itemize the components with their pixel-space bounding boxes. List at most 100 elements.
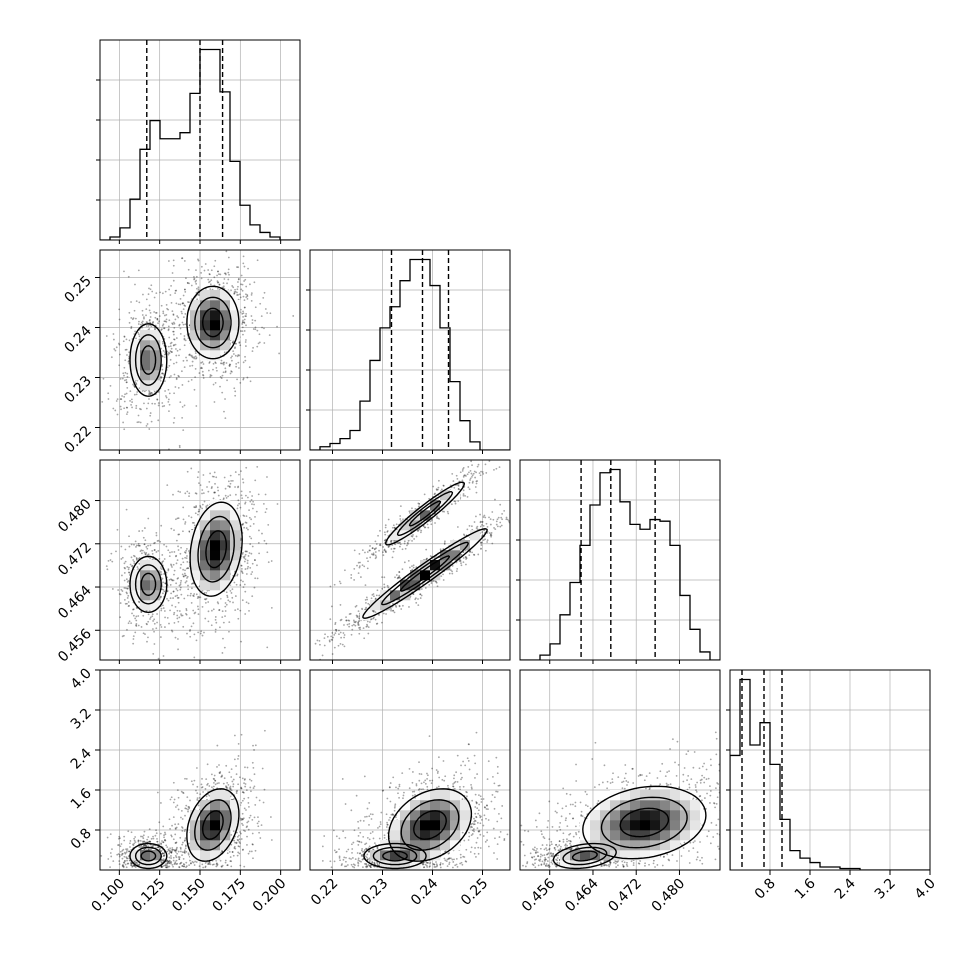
scatter-point	[351, 624, 354, 627]
scatter-point	[249, 491, 251, 493]
scatter-point	[218, 283, 221, 286]
scatter-point	[217, 270, 219, 273]
scatter-point	[119, 398, 122, 400]
scatter-point	[144, 553, 147, 556]
scatter-point	[187, 588, 190, 591]
scatter-point	[117, 853, 120, 855]
scatter-point	[214, 779, 216, 782]
scatter-point	[166, 862, 169, 865]
scatter-point	[408, 606, 410, 608]
scatter-point	[418, 503, 421, 505]
scatter-point	[141, 323, 144, 325]
scatter-point	[188, 530, 191, 533]
contour-0-1	[134, 334, 162, 386]
scatter-point	[189, 365, 191, 367]
scatter-point	[460, 553, 463, 556]
scatter-point	[270, 560, 273, 562]
scatter-point	[162, 581, 164, 584]
scatter-point	[160, 861, 163, 863]
scatter-point	[208, 362, 211, 364]
scatter-point	[179, 567, 182, 569]
scatter-point	[245, 312, 248, 315]
scatter-point	[173, 849, 176, 852]
scatter-point	[130, 861, 132, 864]
scatter-point	[127, 585, 130, 587]
scatter-point	[261, 326, 263, 329]
scatter-point	[354, 621, 357, 624]
scatter-point	[135, 625, 138, 627]
scatter-point	[241, 571, 243, 573]
density-cell	[200, 350, 211, 361]
scatter-point	[244, 355, 246, 358]
scatter-point	[168, 851, 171, 853]
scatter-point	[124, 548, 127, 551]
scatter-point	[227, 268, 230, 271]
scatter-point	[233, 839, 236, 842]
scatter-point	[250, 537, 253, 540]
scatter-point	[149, 544, 152, 547]
scatter-point	[395, 606, 398, 608]
scatter-point	[111, 848, 113, 851]
density-cell	[210, 530, 221, 541]
density-cell	[220, 330, 231, 341]
scatter-point	[163, 543, 165, 546]
scatter-point	[162, 592, 164, 595]
scatter-point	[161, 372, 163, 375]
scatter-point	[204, 617, 207, 620]
density-cell	[230, 820, 241, 831]
scatter-point	[122, 372, 125, 375]
scatter-point	[180, 370, 183, 373]
scatter-point	[162, 372, 165, 375]
scatter-point	[241, 791, 244, 794]
scatter-point	[137, 839, 140, 842]
scatter-point	[190, 378, 193, 381]
scatter-point	[162, 865, 165, 867]
scatter-point	[124, 393, 126, 396]
scatter-point	[392, 609, 395, 612]
scatter-point	[216, 782, 219, 785]
scatter-point	[236, 355, 239, 358]
scatter-point	[186, 632, 188, 635]
scatter-point	[251, 503, 253, 506]
scatter-point	[377, 534, 379, 537]
scatter-point	[246, 295, 249, 298]
density-cell	[190, 840, 201, 851]
scatter-point	[130, 864, 133, 866]
scatter-point	[177, 596, 180, 599]
scatter-point	[223, 361, 225, 364]
scatter-point	[184, 305, 187, 307]
scatter-point	[122, 863, 124, 866]
scatter-point	[157, 322, 159, 325]
scatter-point	[435, 580, 438, 583]
scatter-point	[187, 567, 190, 570]
scatter-point	[191, 355, 193, 358]
scatter-point	[149, 412, 152, 414]
scatter-point	[239, 831, 241, 833]
scatter-point	[438, 517, 440, 520]
scatter-point	[161, 852, 164, 855]
histogram-panel-2	[516, 459, 721, 661]
scatter-point	[162, 858, 165, 861]
scatter-point	[125, 406, 128, 409]
scatter-point	[168, 578, 171, 581]
scatter-point	[243, 322, 246, 324]
scatter-point	[141, 552, 143, 555]
scatter-point	[224, 371, 227, 374]
scatter-point	[145, 407, 148, 410]
scatter-point	[217, 273, 220, 276]
scatter-point	[123, 428, 126, 431]
scatter-point	[164, 616, 166, 619]
scatter-point	[481, 471, 484, 473]
scatter-point	[241, 326, 244, 329]
scatter-point	[240, 564, 243, 567]
scatter-point	[234, 595, 237, 597]
scatter-point	[213, 863, 215, 866]
scatter-point	[395, 574, 398, 576]
scatter-point	[231, 596, 234, 599]
scatter-point	[157, 539, 160, 542]
scatter-point	[252, 522, 255, 525]
density-cell	[140, 370, 151, 381]
scatter-point	[250, 293, 253, 296]
contour-0-0	[129, 842, 168, 870]
scatter-point	[434, 580, 437, 583]
